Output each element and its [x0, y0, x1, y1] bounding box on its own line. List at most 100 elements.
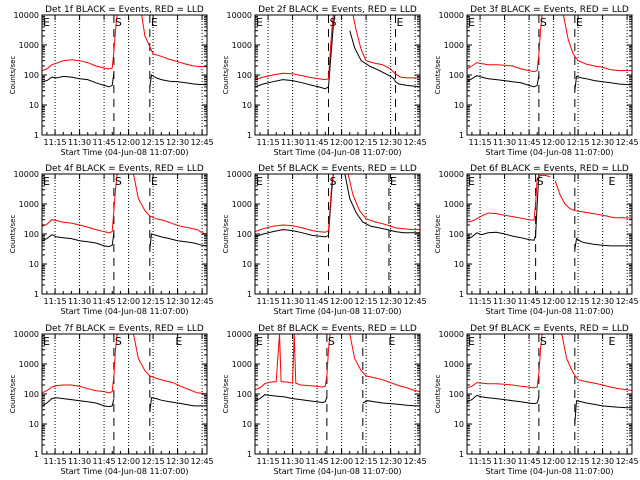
- x-tick-label: 12:15: [142, 297, 165, 306]
- x-tick-label: 11:45: [93, 138, 116, 147]
- x-tick-label: 11:30: [493, 138, 516, 147]
- events-series-line: [467, 174, 540, 241]
- x-tick-label: 12:00: [330, 138, 353, 147]
- y-tick-label: 1: [247, 450, 252, 459]
- end-marker: E: [608, 175, 615, 188]
- chart-panel: Det 5f BLACK = Events, RED = LLD 1 10 100 10…: [222, 164, 427, 316]
- series-group: [467, 15, 632, 91]
- chart-title: Det 4f BLACK = Events, RED = LLD: [45, 164, 204, 174]
- y-tick-label: 10000: [14, 11, 39, 20]
- events-series-line: [255, 394, 328, 404]
- x-tick-label: 11:45: [93, 457, 116, 466]
- plot-frame: [466, 173, 633, 295]
- events-series-line: [149, 74, 207, 87]
- plot-frame: [41, 14, 208, 136]
- x-tick-label: 12:45: [404, 297, 427, 306]
- x-axis-label: Start Time (04-Jun-08 11:07:00): [486, 148, 614, 157]
- x-tick-label: 12:00: [117, 457, 140, 466]
- chart-panel: Det 2f BLACK = Events, RED = LLD 1 10 100 10…: [222, 5, 427, 157]
- chart-panel: Det 8f BLACK = Events, RED = LLD 1 10 100 10…: [222, 324, 427, 476]
- lld-series-line: [347, 174, 420, 231]
- chart-title: Det 3f BLACK = Events, RED = LLD: [470, 5, 629, 15]
- events-series-line: [255, 15, 336, 90]
- events-series-line: [42, 232, 115, 248]
- x-tick-label: 11:45: [518, 138, 541, 147]
- x-axis-label: Start Time (04-Jun-08 11:07:00): [274, 148, 402, 157]
- chart-title: Det 7f BLACK = Events, RED = LLD: [45, 324, 204, 334]
- y-tick-label: 1000: [232, 360, 252, 369]
- events-series-line: [362, 400, 420, 407]
- chart-title: Det 5f BLACK = Events, RED = LLD: [258, 164, 417, 174]
- x-tick-label: 12:15: [355, 297, 378, 306]
- x-tick-label: 12:00: [117, 297, 140, 306]
- x-tick-label: 11:30: [68, 457, 91, 466]
- x-tick-label: 11:15: [44, 138, 67, 147]
- x-tick-label: 12:30: [591, 457, 614, 466]
- x-tick-label: 11:45: [306, 138, 329, 147]
- y-tick-label: 10: [454, 101, 464, 110]
- x-tick-label: 11:30: [281, 297, 304, 306]
- events-series-line: [42, 72, 115, 88]
- y-tick-label: 1: [459, 450, 464, 459]
- y-tick-label: 1000: [444, 41, 464, 50]
- y-tick-label: 10: [242, 260, 252, 269]
- plot-frame: [41, 173, 208, 295]
- x-tick-label: 11:15: [44, 297, 67, 306]
- series-group: [255, 174, 420, 238]
- x-tick-label: 12:00: [542, 297, 565, 306]
- end-marker: E: [388, 335, 395, 348]
- y-tick-label: 10000: [439, 170, 464, 179]
- series-group: [467, 334, 632, 425]
- flare-marker: S: [537, 175, 544, 188]
- chart-panel: Det 4f BLACK = Events, RED = LLD 1 10 100 10…: [9, 164, 214, 316]
- y-tick-label: 100: [449, 390, 464, 399]
- flare-marker: S: [330, 175, 337, 188]
- y-tick-label: 1: [459, 131, 464, 140]
- y-axis-label: Counts/sec: [434, 215, 442, 254]
- series-group: [42, 15, 207, 88]
- x-tick-label: 12:45: [616, 138, 639, 147]
- x-tick-label: 12:45: [616, 297, 639, 306]
- lld-series-line: [42, 15, 118, 72]
- flare-marker: S: [328, 335, 335, 348]
- end-marker: E: [390, 175, 397, 188]
- end-marker: E: [175, 335, 182, 348]
- start-marker: E: [468, 335, 475, 348]
- y-tick-label: 100: [237, 71, 252, 80]
- chart-title: Det 2f BLACK = Events, RED = LLD: [258, 5, 417, 15]
- x-tick-label: 12:15: [355, 457, 378, 466]
- x-tick-label: 11:45: [518, 457, 541, 466]
- chart-title: Det 1f BLACK = Events, RED = LLD: [45, 5, 204, 15]
- y-tick-label: 10000: [227, 330, 252, 339]
- x-axis-label: Start Time (04-Jun-08 11:07:00): [486, 467, 614, 476]
- end-marker: E: [576, 16, 583, 29]
- y-tick-label: 1000: [19, 360, 39, 369]
- plot-frame: [466, 333, 633, 455]
- x-tick-label: 12:45: [404, 138, 427, 147]
- start-marker: E: [43, 175, 50, 188]
- x-tick-label: 11:30: [68, 138, 91, 147]
- events-series-line: [344, 174, 420, 234]
- y-tick-label: 1000: [232, 41, 252, 50]
- plot-frame: [466, 14, 633, 136]
- x-tick-label: 11:15: [469, 457, 492, 466]
- flare-marker: S: [115, 335, 122, 348]
- y-tick-label: 100: [237, 230, 252, 239]
- y-tick-label: 1: [459, 290, 464, 299]
- y-tick-label: 10000: [14, 330, 39, 339]
- y-tick-label: 100: [24, 390, 39, 399]
- y-tick-label: 100: [24, 71, 39, 80]
- y-tick-label: 100: [449, 230, 464, 239]
- x-tick-label: 12:45: [191, 138, 214, 147]
- end-marker: E: [151, 16, 158, 29]
- chart-panel: Det 7f BLACK = Events, RED = LLD 1 10 100 10…: [9, 324, 214, 476]
- y-tick-label: 10: [454, 260, 464, 269]
- x-tick-label: 12:30: [166, 138, 189, 147]
- flare-marker: S: [115, 16, 122, 29]
- lld-series-line: [467, 174, 551, 223]
- y-tick-label: 10000: [439, 330, 464, 339]
- plot-frame: [254, 173, 421, 295]
- x-tick-label: 11:15: [257, 297, 280, 306]
- lld-series-line: [554, 180, 632, 219]
